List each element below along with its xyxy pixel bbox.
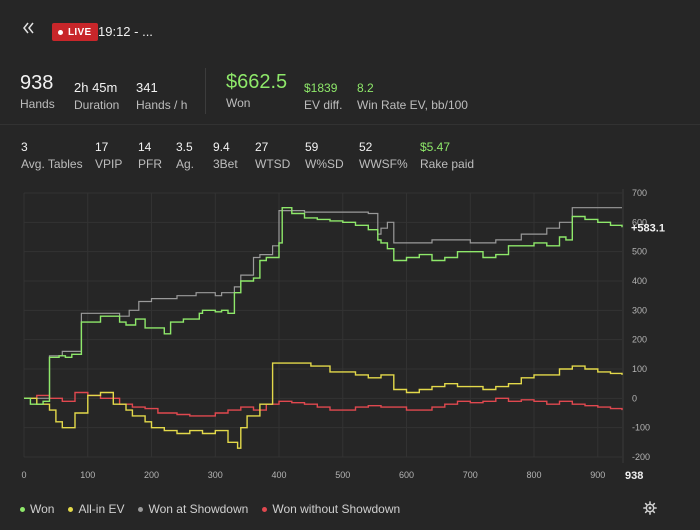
stat-value: 59 — [305, 140, 319, 154]
stat-label: WWSF% — [359, 157, 408, 171]
legend-item-won-at-showdown[interactable]: Won at Showdown — [138, 502, 248, 516]
stat-pfr: 14 PFR — [138, 140, 162, 171]
stat-vpip: 17 VPIP — [95, 140, 122, 171]
series-line-no-showdown — [24, 391, 623, 417]
stat-value: 9.4 — [213, 140, 230, 154]
stats-divider — [205, 68, 206, 114]
y-tick-label: 400 — [632, 276, 647, 286]
legend-dot — [68, 506, 74, 512]
x-tick-label: 100 — [80, 470, 95, 480]
y-tick-label: 600 — [632, 217, 647, 227]
stat-value: 14 — [138, 140, 152, 154]
stat-value: 27 — [255, 140, 269, 154]
y-tick-label: 100 — [632, 364, 647, 374]
stat-label: Won — [226, 96, 251, 110]
stat-hands: 938 Hands — [20, 72, 55, 111]
y-tick-label: -200 — [632, 452, 650, 462]
stat-label: Avg. Tables — [21, 157, 83, 171]
x-tick-label: 600 — [399, 470, 414, 480]
gear-icon[interactable] — [643, 501, 657, 515]
x-tick-label: 500 — [335, 470, 350, 480]
stat-value: 3 — [21, 140, 28, 154]
legend-item-won[interactable]: Won — [20, 502, 54, 516]
stat-label: PFR — [138, 157, 162, 171]
stat-value: $1839 — [304, 81, 338, 95]
stat-label: Hands — [20, 97, 55, 111]
series-line-showdown — [24, 207, 622, 399]
stat-value: $662.5 — [226, 71, 288, 93]
live-label: LIVE — [68, 26, 92, 38]
stat-label: 3Bet — [213, 157, 238, 171]
y-tick-label: 700 — [632, 188, 647, 198]
stat-value: $5.47 — [420, 140, 451, 154]
stat-label: WTSD — [255, 157, 291, 171]
y-tick-label: 200 — [632, 335, 647, 345]
stat-avg-tables: 3 Avg. Tables — [21, 140, 83, 171]
y-tick-label: 300 — [632, 305, 647, 315]
stat-ev-diff: $1839 EV diff. — [304, 81, 342, 112]
chart-legend: Won All-in EV Won at Showdown Won withou… — [20, 501, 414, 517]
session-time: 19:12 - ... — [98, 24, 153, 39]
stat-value: 52 — [359, 140, 373, 154]
stat-hands-per-hour: 341 Hands / h — [136, 80, 187, 112]
stat-3bet: 9.4 3Bet — [213, 140, 238, 171]
stat-value: 8.2 — [357, 81, 374, 95]
x-tick-label: 200 — [144, 470, 159, 480]
stat-value: 938 — [20, 72, 54, 94]
stat-label: Hands / h — [136, 98, 188, 112]
live-dot-icon — [58, 29, 63, 35]
stat-w-sd: 59 W%SD — [305, 140, 344, 171]
x-tick-label: 0 — [21, 470, 26, 480]
x-tick-label: 300 — [208, 470, 223, 480]
section-divider — [0, 124, 700, 125]
stat-label: VPIP — [95, 157, 123, 171]
won-end-value-label: +583.1 — [631, 222, 665, 234]
stat-won: $662.5 Won — [226, 71, 287, 110]
x-end-label: 938 — [625, 470, 643, 482]
stat-value: 17 — [95, 140, 109, 154]
legend-dot — [138, 506, 144, 512]
stat-label: EV diff. — [304, 98, 343, 112]
series-line-won — [24, 207, 623, 405]
legend-item-won-without-showdown[interactable]: Won without Showdown — [262, 502, 400, 516]
double-chevron-left-icon[interactable] — [20, 20, 36, 36]
stat-win-rate-ev: 8.2 Win Rate EV, bb/100 — [357, 81, 468, 112]
legend-label: All-in EV — [78, 502, 125, 516]
legend-label: Won — [30, 502, 55, 516]
live-badge: LIVE — [52, 23, 99, 41]
profit-chart[interactable]: 700 600 500 400 300 200 100 0 -100 -200 0 100 200 300… — [0, 180, 700, 490]
legend-dot — [20, 506, 25, 512]
legend-label: Won without Showdown — [272, 502, 401, 516]
stat-ag: 3.5 Ag. — [176, 140, 194, 171]
x-tick-label: 900 — [590, 470, 605, 480]
stat-label: Rake paid — [420, 157, 475, 171]
stat-wtsd: 27 WTSD — [255, 140, 290, 171]
legend-item-allin-ev[interactable]: All-in EV — [68, 502, 124, 516]
stat-rake-paid: $5.47 Rake paid — [420, 140, 474, 171]
x-tick-label: 800 — [527, 470, 542, 480]
legend-label: Won at Showdown — [148, 502, 249, 516]
stat-label: Win Rate EV, bb/100 — [357, 98, 468, 112]
stat-duration: 2h 45m Duration — [74, 80, 119, 112]
stat-wwsf: 52 WWSF% — [359, 140, 408, 171]
y-tick-label: 500 — [632, 247, 647, 257]
stat-value: 341 — [136, 80, 158, 95]
x-tick-label: 700 — [463, 470, 478, 480]
stat-value: 3.5 — [176, 140, 193, 154]
header: LIVE 19:12 - ... — [0, 0, 700, 62]
y-tick-label: 0 — [632, 393, 637, 403]
stat-value: 2h 45m — [74, 80, 118, 95]
y-tick-label: -100 — [632, 423, 650, 433]
stat-label: Duration — [74, 98, 120, 112]
stat-label: W%SD — [305, 157, 344, 171]
series-line-allin-ev — [24, 362, 623, 449]
stat-label: Ag. — [176, 157, 195, 171]
x-tick-label: 400 — [271, 470, 286, 480]
legend-dot — [262, 506, 268, 512]
